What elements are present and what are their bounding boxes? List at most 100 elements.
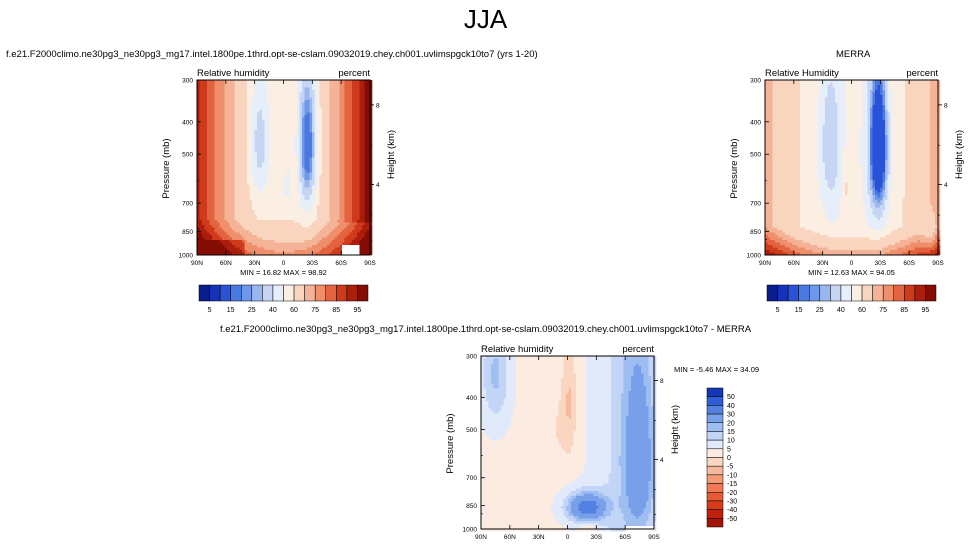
contour-cell (342, 85, 345, 88)
contour-cell (324, 112, 328, 116)
contour-cell (214, 175, 218, 178)
contour-cell (314, 87, 318, 91)
contour-cell (354, 230, 358, 233)
contour-cell (214, 80, 218, 83)
contour-cell (337, 120, 340, 123)
contour-cell (294, 155, 298, 158)
contour-cell (332, 127, 335, 131)
contour-cell (277, 245, 280, 248)
contour-cell (249, 132, 253, 136)
contour-cell (344, 217, 348, 221)
contour-cell (327, 202, 330, 206)
contour-cell (312, 172, 315, 176)
contour-cell (269, 102, 273, 106)
contour-cell (207, 167, 210, 171)
contour-cell (352, 92, 355, 96)
contour-cell (322, 100, 325, 103)
contour-cell (314, 232, 318, 236)
contour-cell (304, 87, 308, 91)
contour-cell (327, 250, 330, 253)
contour-cell (257, 172, 260, 176)
contour-cell (349, 140, 353, 143)
contour-cell (359, 200, 363, 203)
contour-cell (302, 235, 305, 238)
contour-cell (342, 152, 345, 156)
contour-cell (357, 82, 360, 86)
contour-cell (347, 202, 350, 206)
contour-cell (357, 237, 360, 241)
contour-cell (287, 117, 290, 121)
contour-cell (242, 210, 245, 213)
contour-cell (224, 157, 228, 161)
contour-cell (322, 252, 325, 256)
contour-cell (252, 97, 255, 101)
contour-cell (282, 227, 285, 231)
contour-cell (282, 190, 285, 193)
contour-cell (212, 205, 215, 208)
contour-cell (209, 250, 213, 253)
contour-cell (207, 112, 210, 116)
contour-cell (262, 105, 265, 108)
contour-cell (344, 190, 348, 193)
contour-cell (197, 130, 200, 133)
contour-cell (314, 100, 318, 103)
contour-cell (202, 200, 205, 203)
contour-cell (229, 102, 233, 106)
contour-cell (199, 187, 203, 191)
contour-cell (337, 130, 340, 133)
contour-cell (319, 202, 323, 206)
contour-cell (217, 187, 220, 191)
contour-cell (252, 217, 255, 221)
contour-cell (367, 170, 370, 173)
contour-cell (362, 142, 365, 146)
contour-cell (329, 92, 333, 96)
contour-cell (339, 147, 343, 151)
contour-cell (199, 97, 203, 101)
contour-cell (202, 80, 205, 83)
contour-cell (359, 247, 363, 251)
contour-cell (354, 202, 358, 206)
contour-cell (329, 225, 333, 228)
contour-cell (364, 110, 368, 113)
contour-cell (349, 177, 353, 181)
contour-cell (197, 85, 200, 88)
contour-cell (239, 182, 243, 186)
contour-cell (309, 172, 313, 176)
contour-cell (259, 187, 263, 191)
contour-cell (229, 142, 233, 146)
contour-cell (204, 195, 208, 198)
contour-cell (324, 80, 328, 83)
contour-cell (219, 165, 223, 168)
contour-cell (247, 252, 250, 256)
contour-cell (294, 172, 298, 176)
contour-cell (329, 207, 333, 211)
contour-cell (314, 122, 318, 126)
contour-cell (272, 127, 275, 131)
contour-cell (319, 117, 323, 121)
contour-cell (234, 215, 238, 218)
contour-cell (237, 245, 240, 248)
contour-cell (322, 142, 325, 146)
contour-cell (254, 242, 258, 246)
contour-cell (299, 135, 303, 138)
contour-cell (334, 160, 338, 163)
contour-cell (249, 222, 253, 226)
contour-cell (324, 217, 328, 221)
contour-cell (272, 235, 275, 238)
contour-cell (367, 220, 370, 223)
contour-cell (299, 180, 303, 183)
contour-cell (262, 150, 265, 153)
contour-cell (297, 237, 300, 241)
contour-cell (334, 175, 338, 178)
contour-cell (234, 227, 238, 231)
contour-cell (349, 242, 353, 246)
contour-cell (302, 232, 305, 236)
contour-cell (219, 132, 223, 136)
contour-cell (217, 215, 220, 218)
contour-cell (257, 87, 260, 91)
contour-cell (349, 245, 353, 248)
contour-cell (289, 230, 293, 233)
contour-cell (304, 227, 308, 231)
contour-cell (354, 127, 358, 131)
contour-cell (292, 232, 295, 236)
